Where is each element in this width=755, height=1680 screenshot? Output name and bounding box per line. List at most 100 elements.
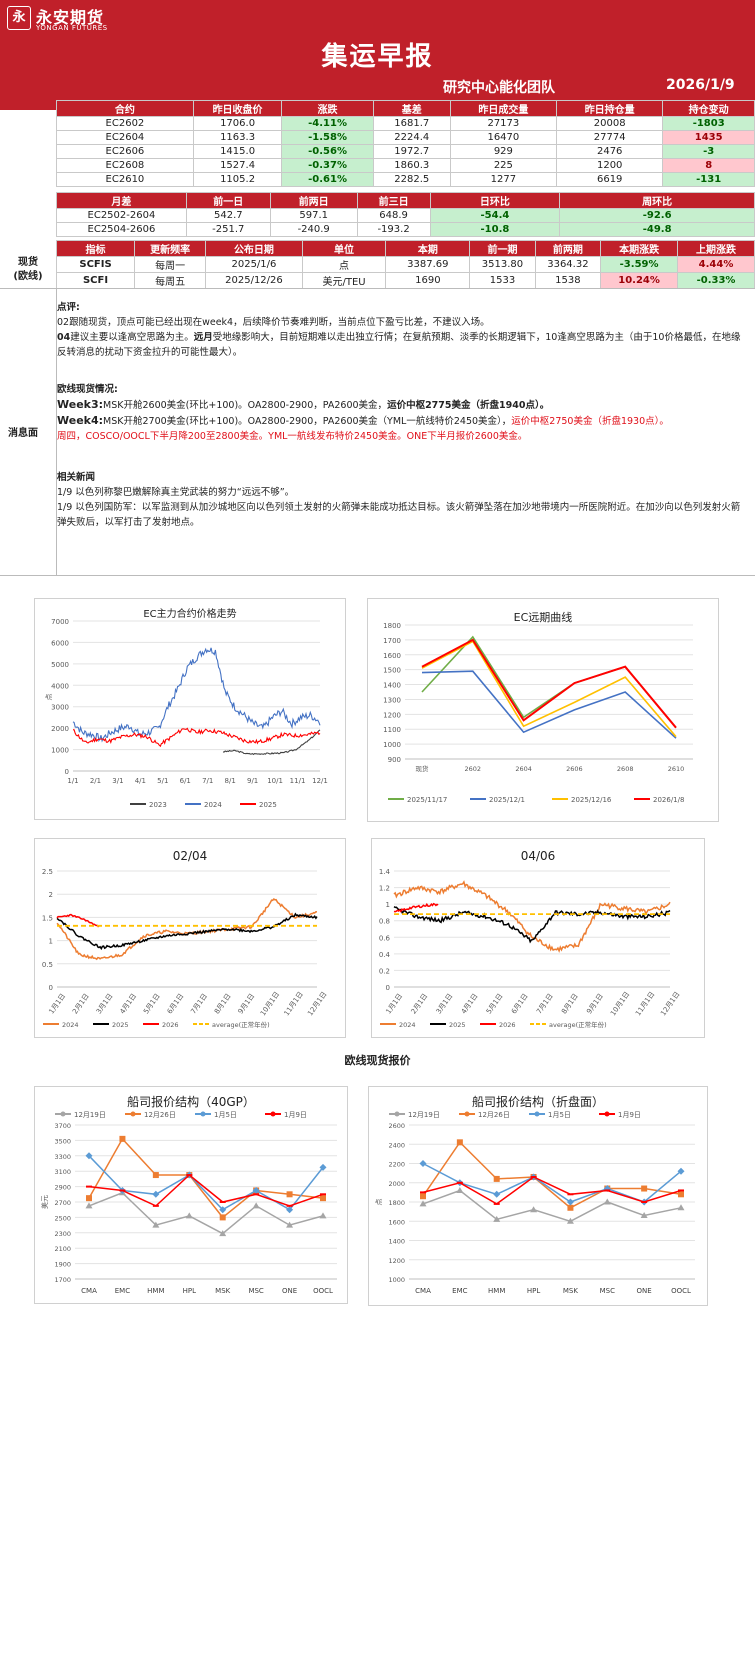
y-tick-label: 1 [49, 938, 53, 946]
x-tick-label: 7月1日 [535, 992, 555, 1015]
spot-table: 指标 更新频率 公布日期 单位 本期 前一期 前两期 本期涨跌 上期涨跌 SCFIS 每周一 2025… [55, 240, 755, 289]
legend-label: 1月5日 [548, 1111, 571, 1119]
x-tick-label: 2608 [617, 765, 634, 773]
data-point [456, 1139, 463, 1146]
x-tick-label: 1月1日 [48, 992, 68, 1015]
data-point [252, 1186, 260, 1194]
series-line [421, 670, 677, 739]
comment-2b: 建议主要以逢高空思路为主。 [70, 332, 194, 343]
table-cell: 1681.7 [372, 116, 451, 131]
data-point [86, 1195, 92, 1202]
x-tick-label: 9月1日 [237, 992, 257, 1015]
y-tick-label: 1800 [383, 622, 401, 630]
x-tick-label: HPL [527, 1287, 540, 1295]
y-tick-label: 1200 [388, 1257, 405, 1265]
spot-side-label: 现货 (欧线) [0, 256, 56, 284]
table-cell: 3387.69 [385, 256, 471, 273]
chart-carrier-points: 船司报价结构（折盘面） 2600 2400 2200 2000 1800 1600 1400… [368, 1086, 708, 1306]
comment-2a: 04 [57, 332, 71, 343]
table-cell: EC2608 [56, 158, 194, 173]
table-cell: -54.4 [429, 208, 561, 223]
table-row: EC2606 1415.0 -0.56% 1972.7 929 2476 -3 [56, 144, 755, 159]
table-cell: SCFI [55, 272, 136, 289]
legend-label: 1月9日 [284, 1111, 307, 1119]
column-header: 基差 [372, 100, 451, 117]
data-point [152, 1172, 159, 1179]
y-tick-label: 2900 [54, 1184, 71, 1192]
column-header: 持仓变动 [662, 100, 755, 117]
table-cell: 2476 [556, 144, 664, 159]
y-axis-label: 美元 [40, 1195, 49, 1209]
data-point [640, 1211, 648, 1218]
column-header: 公布日期 [205, 240, 303, 257]
legend-label: 2024 [204, 801, 222, 809]
table-cell: 2025/1/6 [205, 256, 303, 273]
series-line [422, 1189, 682, 1223]
table-cell: 1972.7 [372, 144, 451, 159]
chart-title: 02/04 [172, 849, 208, 863]
y-tick-label: 1700 [54, 1276, 71, 1284]
data-point [677, 1204, 685, 1211]
legend-label: 2025 [449, 1021, 466, 1029]
x-tick-label: HMM [147, 1287, 164, 1295]
y-tick-label: 3000 [51, 704, 69, 712]
comment-line-1: 02跟随现货，顶点可能已经出现在week4，后续降价节奏难判断，当前点位下盈亏比… [57, 317, 490, 328]
x-tick-label: 10月1日 [609, 990, 631, 1017]
data-point [677, 1167, 685, 1175]
column-header: 本期 [385, 240, 471, 257]
series-line-2024 [393, 880, 671, 954]
column-header: 前三日 [356, 192, 431, 209]
x-tick-label: 5月1日 [142, 992, 162, 1015]
table-cell: 6619 [556, 172, 664, 187]
commentary: 点评: 02跟随现货，顶点可能已经出现在week4，后续降价节奏难判断，当前点位… [57, 300, 747, 530]
comment-title: 点评: [57, 302, 80, 313]
data-point [319, 1212, 327, 1219]
contracts-table: 合约 昨日收盘价 涨跌 基差 昨日成交量 昨日持仓量 持仓变动 EC2602 1706.0 -4.… [56, 100, 755, 187]
legend-marker [60, 1111, 66, 1117]
legend-label: 12月19日 [408, 1111, 440, 1119]
series-line [421, 638, 677, 729]
x-tick-label: 3/1 [112, 777, 123, 785]
y-tick-label: 0.6 [379, 934, 391, 942]
series-line-2024 [72, 647, 321, 743]
data-point [530, 1206, 538, 1213]
y-tick-label: 2400 [388, 1141, 405, 1149]
table-row: EC2502-2604 542.7 597.1 648.9 -54.4 -92.6 [56, 208, 755, 223]
table-cell: 1860.3 [372, 158, 451, 173]
x-tick-label: 2610 [668, 765, 685, 773]
data-point [320, 1195, 326, 1202]
series-line-2024 [56, 898, 318, 961]
x-tick-label: 12月1日 [306, 990, 328, 1017]
table-cell: EC2606 [56, 144, 194, 159]
y-tick-label: 0.2 [379, 967, 390, 975]
x-tick-label: MSC [248, 1287, 263, 1295]
x-tick-label: 5/1 [157, 777, 168, 785]
legend-label: 1月5日 [214, 1111, 237, 1119]
x-tick-label: 1/1 [67, 777, 78, 785]
report-header: 永 永安期货 YONGAN FUTURES 集运早报 研究中心能化团队 2026… [0, 0, 755, 110]
data-point [152, 1221, 160, 1228]
legend-label: 2026 [499, 1021, 516, 1029]
data-point [566, 1217, 574, 1224]
y-tick-label: 6000 [51, 639, 69, 647]
y-tick-label: 1000 [51, 747, 69, 755]
comment-2c: 远月 [193, 332, 213, 343]
chart-title: 04/06 [520, 849, 556, 863]
table-cell: -0.37% [281, 158, 374, 173]
legend-label: 12月26日 [478, 1111, 510, 1119]
data-point [603, 1198, 611, 1205]
table-cell: -251.7 [185, 222, 271, 237]
y-tick-label: 1800 [388, 1199, 405, 1207]
x-tick-label: 10/1 [267, 777, 283, 785]
series-line [422, 1176, 682, 1205]
team-name: 研究中心能化团队 [443, 80, 555, 96]
x-tick-label: 9月1日 [585, 992, 605, 1015]
table-cell: EC2604 [56, 130, 194, 145]
x-tick-label: 3月1日 [435, 992, 455, 1015]
chart-title: 船司报价结构（折盘面） [471, 1095, 604, 1109]
table-cell: -0.61% [281, 172, 374, 187]
column-header: 昨日收盘价 [192, 100, 283, 117]
y-axis-label: 点 [45, 694, 53, 701]
chart-carrier-40gp: 船司报价结构（40GP） 3700 3500 3300 3100 2900 2700 250… [34, 1086, 348, 1304]
table-cell: 3364.32 [534, 256, 602, 273]
